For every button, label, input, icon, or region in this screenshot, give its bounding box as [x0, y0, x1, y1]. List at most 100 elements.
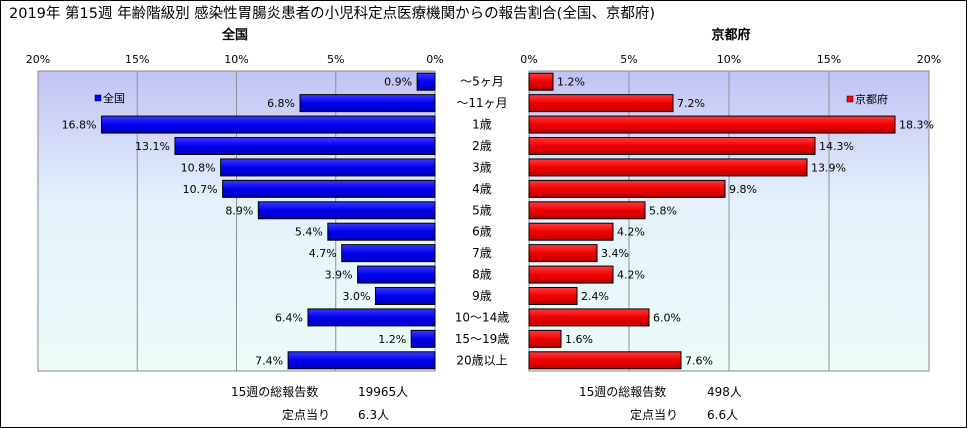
bar-right	[528, 158, 808, 177]
value-label-left: 10.7%	[183, 183, 218, 196]
legend-label-right: 京都府	[855, 92, 888, 106]
bar-left	[307, 308, 436, 327]
tick-label-left: 10%	[224, 53, 248, 66]
footer-right: 15週の総報告数 498人 定点当り 6.6人	[579, 384, 742, 422]
value-label-right: 2.4%	[581, 290, 609, 303]
category-label: 7歳	[472, 246, 492, 260]
category-label: 6歳	[472, 225, 492, 239]
tick-label-right: 0%	[520, 53, 537, 66]
bar-right	[528, 137, 816, 155]
value-label-left: 7.4%	[255, 354, 283, 367]
bar-right	[528, 329, 562, 348]
bar-left	[257, 201, 436, 220]
bar-left	[287, 351, 436, 370]
bar-left	[222, 179, 436, 198]
category-label: 15～19歳	[455, 332, 510, 346]
total-value-left: 19965人	[358, 385, 408, 399]
category-label: 5歳	[472, 203, 492, 217]
bar-right	[528, 287, 578, 305]
tick-labels-right: 0% 5% 10% 15% 20%	[520, 53, 941, 66]
chart-title: 2019年 第15週 年齢階級別 感染性胃腸炎患者の小児科定点医療機関からの報告…	[9, 4, 655, 22]
tick-label-right: 15%	[817, 53, 841, 66]
value-label-left: 10.8%	[181, 161, 216, 174]
value-label-right: 7.6%	[685, 354, 713, 367]
category-label: 9歳	[472, 289, 492, 303]
value-label-left: 6.8%	[267, 97, 295, 110]
category-label: 8歳	[472, 268, 492, 282]
value-label-left: 0.9%	[384, 76, 412, 89]
legend-swatch-right	[846, 95, 854, 103]
bar-right	[528, 94, 674, 113]
bar-left	[341, 244, 436, 263]
tick-label-right: 20%	[917, 53, 941, 66]
legend-right: 京都府	[846, 92, 888, 106]
total-label-left: 15週の総報告数	[231, 384, 318, 399]
legend-left: 全国	[94, 91, 125, 105]
bars-right	[528, 72, 896, 370]
bar-right	[528, 201, 646, 220]
category-label: 1歳	[472, 118, 492, 132]
value-labels-right: 1.2% 7.2% 18.3% 14.3% 13.9% 9.8% 5.8% 4.2% 3.4% 4…	[557, 76, 934, 368]
value-label-left: 4.7%	[309, 247, 337, 260]
category-label: 4歳	[472, 182, 492, 196]
per-label-left: 定点当り	[282, 407, 330, 422]
value-label-right: 4.2%	[617, 226, 645, 239]
per-value-right: 6.6人	[707, 408, 738, 422]
value-label-right: 14.3%	[819, 140, 854, 153]
panel-heading-right: 京都府	[711, 27, 750, 43]
value-label-left: 16.8%	[62, 119, 97, 132]
value-label-right: 18.3%	[899, 119, 934, 132]
value-label-left: 1.2%	[378, 333, 406, 346]
tick-label-left: 0%	[426, 53, 443, 66]
total-value-right: 498人	[707, 385, 742, 399]
total-label-right: 15週の総報告数	[579, 384, 666, 399]
value-label-right: 1.6%	[565, 333, 593, 346]
category-label: 20歳以上	[456, 353, 507, 367]
value-label-left: 8.9%	[225, 204, 253, 217]
bar-left	[327, 222, 436, 241]
value-label-right: 9.8%	[729, 183, 757, 196]
bar-right	[528, 308, 650, 327]
legend-swatch-left	[94, 94, 102, 102]
bar-left	[416, 72, 436, 91]
value-label-right: 13.9%	[811, 161, 846, 174]
bar-left	[101, 115, 436, 134]
bar-right	[528, 351, 682, 370]
per-label-right: 定点当り	[630, 407, 678, 422]
bar-right	[528, 72, 554, 91]
bar-left	[299, 94, 436, 113]
value-label-right: 3.4%	[601, 247, 629, 260]
category-label: 2歳	[472, 139, 492, 153]
category-label: 10～14歳	[455, 310, 510, 324]
legend-label-left: 全国	[103, 91, 125, 105]
bar-right	[528, 222, 614, 241]
value-label-left: 3.9%	[325, 269, 353, 282]
footer-left: 15週の総報告数 19965人 定点当り 6.3人	[231, 384, 408, 422]
category-label: 3歳	[472, 160, 492, 174]
value-label-right: 5.8%	[649, 204, 677, 217]
tick-label-left: 5%	[327, 53, 344, 66]
value-label-right: 4.2%	[617, 269, 645, 282]
bar-right	[528, 244, 598, 263]
value-label-right: 7.2%	[677, 97, 705, 110]
bar-right	[528, 265, 614, 284]
value-label-left: 13.1%	[135, 140, 170, 153]
bar-left	[357, 265, 436, 284]
bar-right	[528, 115, 896, 134]
tick-label-left: 15%	[125, 53, 149, 66]
tick-label-left: 20%	[26, 53, 50, 66]
bar-right	[528, 179, 726, 198]
value-label-right: 6.0%	[653, 311, 681, 324]
value-label-left: 5.4%	[295, 226, 323, 239]
bars-left	[101, 72, 436, 370]
value-label-right: 1.2%	[557, 76, 585, 89]
category-labels: ～5ヶ月 ～11ヶ月 1歳 2歳 3歳 4歳 5歳 6歳 7歳 8歳 9歳 10～14歳 15～19歳 2…	[455, 75, 510, 368]
bar-left	[374, 287, 436, 305]
value-labels-left: 0.9% 6.8% 16.8% 13.1% 10.8% 10.7% 8.9% 5.4% 4.7%…	[62, 76, 413, 368]
value-label-left: 3.0%	[342, 290, 370, 303]
panel-heading-left: 全国	[221, 27, 248, 43]
tick-label-right: 10%	[717, 53, 741, 66]
category-label: ～11ヶ月	[456, 96, 507, 110]
